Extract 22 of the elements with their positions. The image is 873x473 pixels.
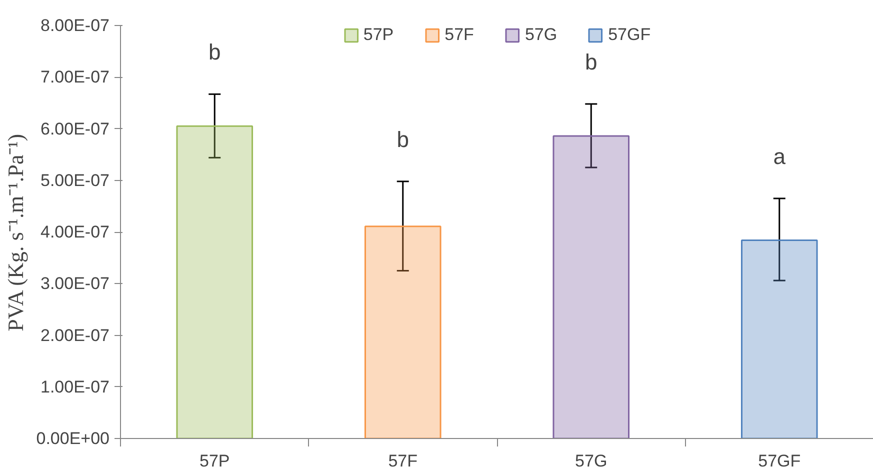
y-tick-label: 4.00E-07: [40, 222, 110, 242]
legend-label: 57F: [444, 25, 474, 45]
y-tick-label: 7.00E-07: [40, 68, 110, 87]
y-tick-label: 3.00E-07: [40, 274, 110, 294]
x-tick-label: 57GF: [758, 452, 801, 470]
legend-label: 57G: [524, 25, 558, 45]
annotation: b: [585, 49, 598, 74]
legend-label: 57GF: [608, 25, 651, 45]
legend-label: 57P: [363, 25, 394, 45]
x-tick-label: 57F: [388, 452, 418, 470]
annotation: a: [773, 144, 786, 169]
y-tick-label: 2.00E-07: [40, 326, 110, 345]
y-axis-title: PVA (Kg. s⁻¹.m⁻¹.Pa⁻¹): [3, 134, 28, 332]
y-tick-label: 8.00E-07: [40, 16, 110, 35]
y-tick-label: 0.00E+00: [36, 429, 110, 448]
y-tick-label: 6.00E-07: [40, 119, 110, 138]
x-tick-label: 57P: [200, 452, 230, 470]
annotation: b: [396, 126, 410, 152]
x-tick-label: 57G: [575, 452, 608, 470]
y-tick-label: 5.00E-07: [40, 170, 110, 190]
y-tick-label: 1.00E-07: [40, 377, 110, 396]
annotation: b: [208, 40, 221, 65]
